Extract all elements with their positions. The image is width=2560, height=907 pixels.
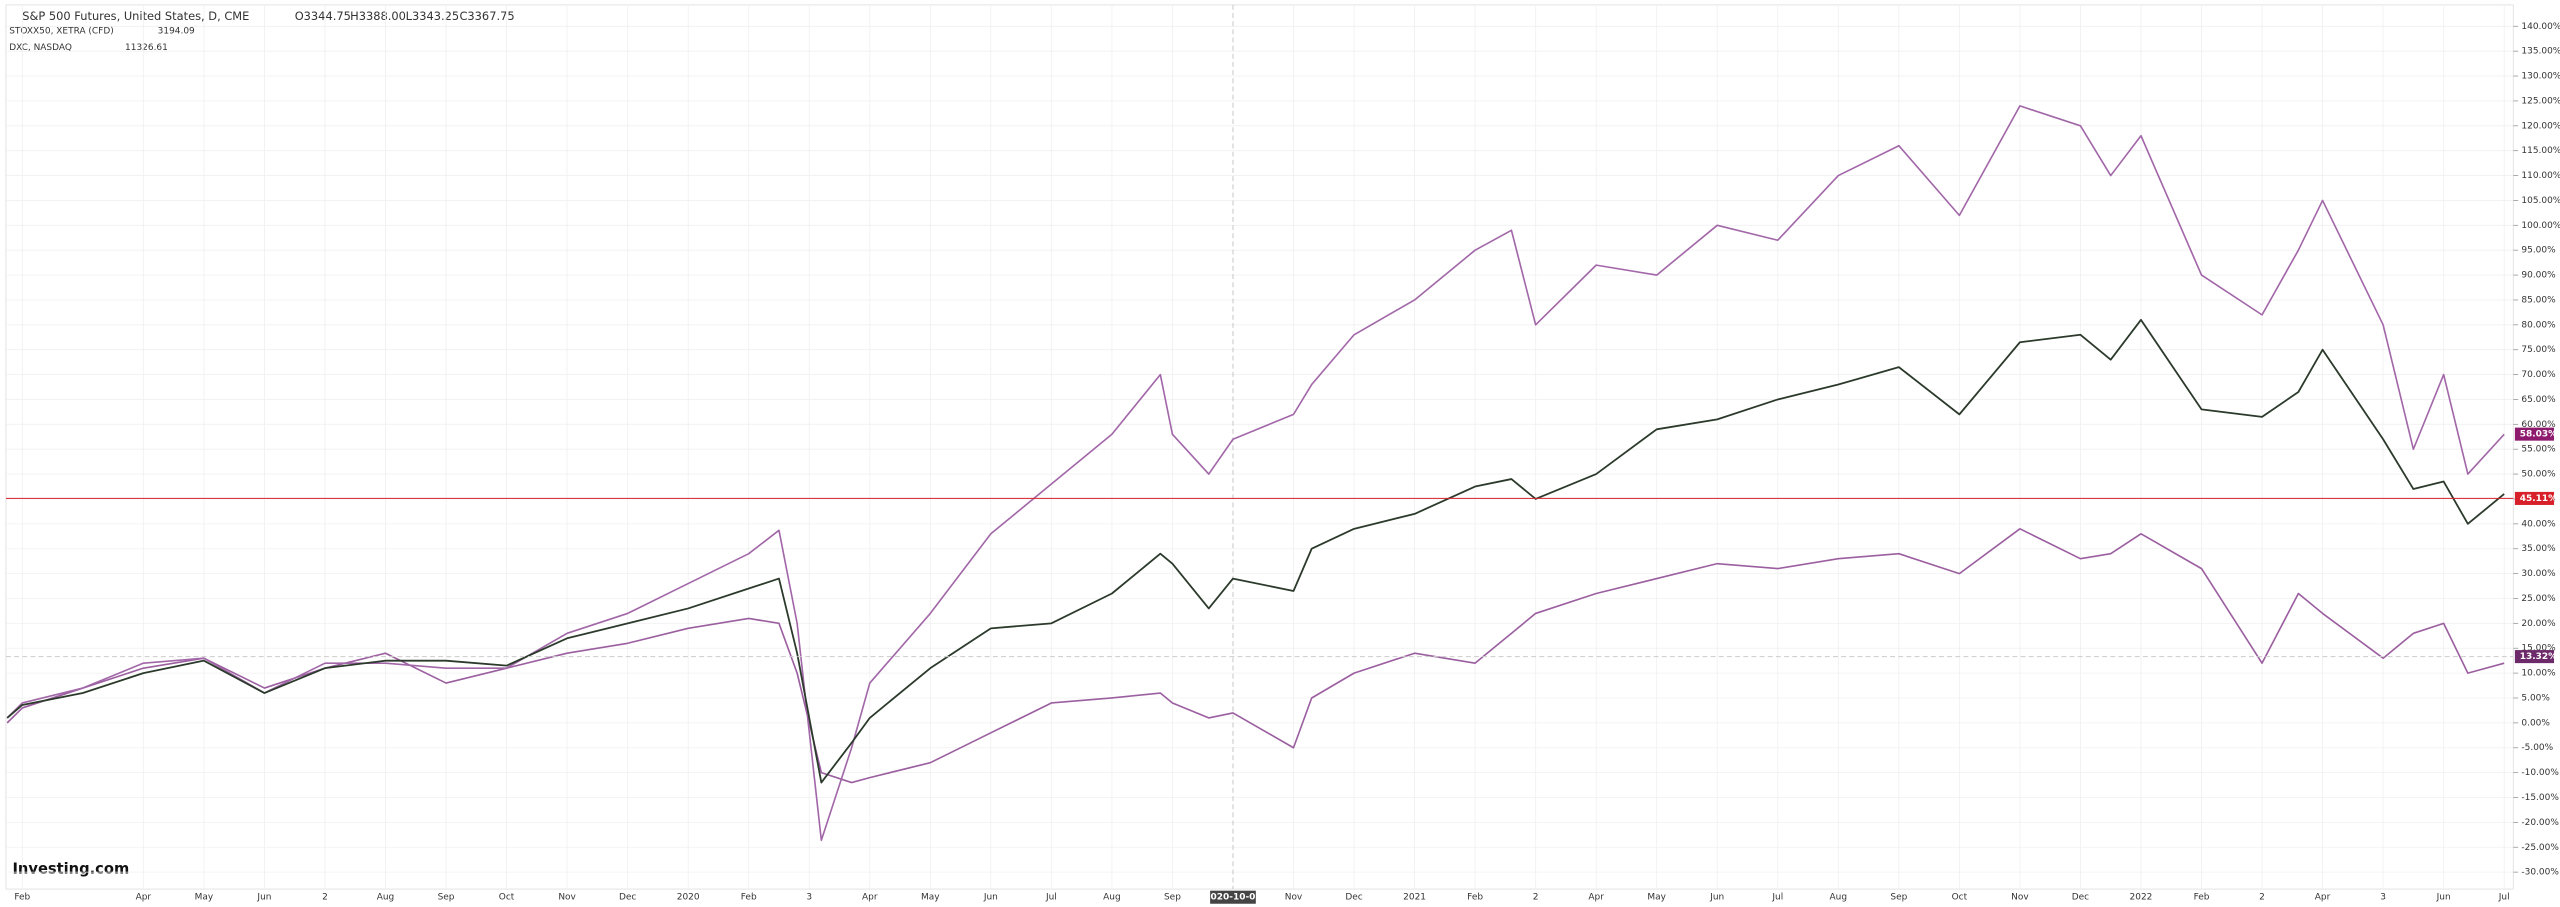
price-label: 58.03% [2520,430,2557,440]
y-tick-label: -15.00% [2521,793,2559,803]
x-tick-label: Apr [862,893,878,903]
x-tick-label: 2 [1533,893,1539,903]
x-tick-label: Oct [1952,893,1968,903]
crosshair-label: 2020-10-01 [1204,893,1261,903]
x-tick-label: Apr [2315,893,2331,903]
x-tick-label: Sep [438,893,455,903]
y-tick-label: 130.00% [2521,72,2560,82]
y-tick-label: 5.00% [2521,693,2550,703]
y-tick-label: -10.00% [2521,768,2559,778]
x-tick-label: Feb [14,893,30,903]
x-tick-label: May [1647,893,1666,903]
x-tick-label: Feb [741,893,757,903]
x-tick-label: Aug [1830,893,1848,903]
x-tick-label: Nov [1285,893,1303,903]
y-tick-label: 40.00% [2521,519,2556,529]
y-tick-label: 135.00% [2521,47,2560,57]
x-tick-label: 3 [806,893,812,903]
series-line [6,318,2505,784]
y-tick-label: 115.00% [2521,146,2560,156]
y-tick-label: -30.00% [2521,868,2559,878]
x-tick-label: Feb [2194,893,2210,903]
x-tick-label: 2020 [677,893,700,903]
x-tick-label: Jul [1045,893,1057,903]
price-label: 13.32% [2520,652,2557,662]
x-tick-label: Feb [1467,893,1483,903]
header-title: S&P 500 Futures, United States, D, CME [22,9,249,23]
price-badge [2514,427,2555,441]
x-tick-label: 3 [2380,893,2386,903]
y-tick-label: 35.00% [2521,544,2556,554]
plot-frame [5,4,2514,890]
x-tick-label: Apr [136,893,152,903]
legend-label: DXC, NASDAQ [9,43,72,53]
y-tick-label: 15.00% [2521,644,2556,654]
y-tick-label: 10.00% [2521,669,2556,679]
y-tick-label: 30.00% [2521,569,2556,579]
legend-value: 11326.61 [125,43,168,53]
x-tick-label: Dec [2072,893,2089,903]
y-tick-label: 100.00% [2521,221,2560,231]
y-tick-label: 85.00% [2521,295,2556,305]
header-high: H3388.00 [350,9,406,23]
y-tick-label: 140.00% [2521,22,2560,32]
y-tick-label: 0.00% [2521,718,2550,728]
legend-label: STOXX50, XETRA (CFD) [9,26,114,36]
x-tick-label: 2021 [1403,893,1426,903]
crosshair-badge [1210,890,1256,904]
x-tick-label: May [195,893,214,903]
x-tick-label: Sep [1164,893,1181,903]
y-tick-label: -5.00% [2521,743,2553,753]
header-open: O3344.75 [295,9,351,23]
x-tick-label: 2 [2259,893,2265,903]
x-tick-label: 2022 [2130,893,2153,903]
x-tick-label: Jun [256,893,271,903]
x-tick-label: Aug [377,893,395,903]
x-tick-label: Oct [499,893,515,903]
x-tick-label: Aug [1103,893,1121,903]
x-tick-label: Sep [1890,893,1907,903]
legend-value: 3194.09 [158,26,195,36]
y-tick-label: -25.00% [2521,843,2559,853]
y-tick-label: 70.00% [2521,370,2556,380]
y-tick-label: 50.00% [2521,470,2556,480]
y-tick-label: 75.00% [2521,345,2556,355]
y-tick-label: 120.00% [2521,121,2560,131]
price-label: 45.11% [2520,494,2557,504]
y-tick-label: 25.00% [2521,594,2556,604]
x-tick-label: Nov [2011,893,2029,903]
price-badge [2514,650,2555,664]
x-tick-label: Apr [1588,893,1604,903]
x-tick-label: Jun [983,893,998,903]
x-tick-label: Dec [619,893,636,903]
y-tick-label: -20.00% [2521,818,2559,828]
series-line [6,528,2505,784]
x-tick-label: Jul [2498,893,2510,903]
y-tick-label: 65.00% [2521,395,2556,405]
series-line [6,105,2505,842]
y-tick-label: 95.00% [2521,246,2556,256]
x-tick-label: Dec [1345,893,1362,903]
x-tick-label: 2 [322,893,328,903]
logo: Investing.com [12,860,129,877]
x-tick-label: May [921,893,940,903]
header-close: C3367.75 [459,9,514,23]
price-badge [2514,491,2555,505]
y-tick-label: 60.00% [2521,420,2556,430]
y-tick-label: 105.00% [2521,196,2560,206]
x-tick-label: Nov [558,893,576,903]
y-tick-label: 80.00% [2521,320,2556,330]
x-tick-label: Jun [1709,893,1724,903]
header-low: L3343.25 [406,9,460,23]
y-tick-label: 55.00% [2521,445,2556,455]
y-tick-label: 20.00% [2521,619,2556,629]
x-tick-label: Jun [2436,893,2451,903]
y-tick-label: 90.00% [2521,271,2556,281]
y-tick-label: 110.00% [2521,171,2560,181]
x-tick-label: Jul [1771,893,1783,903]
y-tick-label: 125.00% [2521,96,2560,106]
